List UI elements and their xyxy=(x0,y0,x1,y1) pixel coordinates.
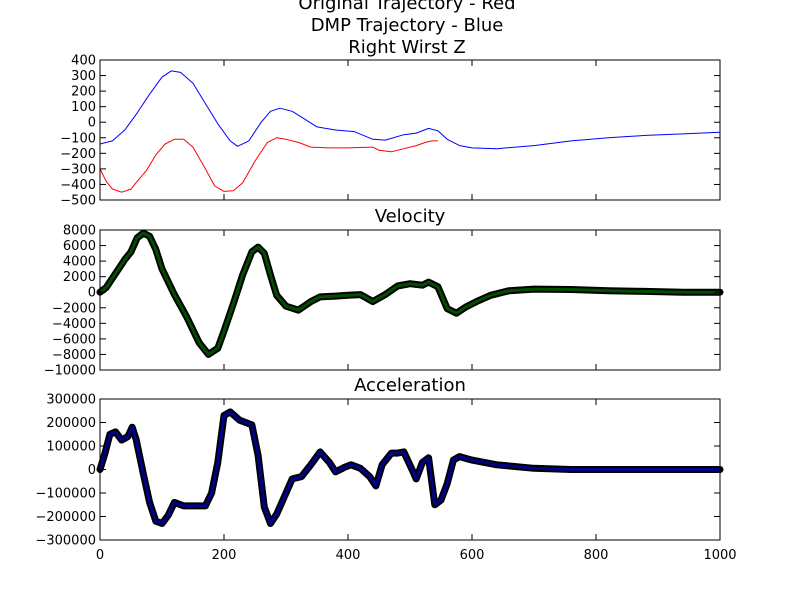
figure-title-line-3: Right Wirst Z xyxy=(348,37,465,58)
ytick-label-2-4: −100000 xyxy=(35,487,96,502)
series-1-0-markers xyxy=(96,229,724,358)
ytick-label-1-6: −4000 xyxy=(52,317,96,332)
velocity-title: Velocity xyxy=(375,206,446,227)
figure-title-line-2: DMP Trajectory - Blue xyxy=(311,15,504,36)
xtick-label-2-2: 400 xyxy=(336,548,361,563)
xtick-label-2-1: 200 xyxy=(212,548,237,563)
axes-frame-1 xyxy=(99,229,721,371)
ytick-label-0-9: −500 xyxy=(60,194,96,209)
ytick-label-2-3: 0 xyxy=(88,463,96,478)
ytick-label-0-6: −200 xyxy=(60,147,96,162)
acceleration-title: Acceleration xyxy=(354,375,466,396)
ytick-label-1-8: −8000 xyxy=(52,348,96,363)
ytick-label-2-2: 100000 xyxy=(46,440,96,455)
ytick-label-1-9: −10000 xyxy=(44,364,96,379)
ytick-label-0-2: 200 xyxy=(71,85,96,100)
ytick-label-1-4: 0 xyxy=(88,286,96,301)
velocity-plot: Velocity 80006000400020000−2000−4000−6000… xyxy=(44,206,724,379)
ytick-label-1-5: −2000 xyxy=(52,301,96,316)
ytick-label-1-2: 4000 xyxy=(63,255,96,270)
ytick-label-0-4: 0 xyxy=(88,116,96,131)
ytick-label-1-0: 8000 xyxy=(63,224,96,239)
ytick-label-0-0: 400 xyxy=(71,54,96,69)
ytick-label-1-7: −6000 xyxy=(52,332,96,347)
series-1-0-line xyxy=(99,231,720,356)
ytick-label-2-6: −300000 xyxy=(35,534,96,549)
ytick-label-1-3: 2000 xyxy=(63,270,96,285)
ytick-label-2-0: 300000 xyxy=(46,393,96,408)
xtick-label-2-5: 1000 xyxy=(703,548,736,563)
ytick-label-0-3: 100 xyxy=(71,100,96,115)
series-0-1-line xyxy=(99,137,438,193)
ytick-label-0-1: 300 xyxy=(71,69,96,84)
ytick-label-2-1: 200000 xyxy=(46,416,96,431)
axes-frame-0 xyxy=(99,59,721,201)
acceleration-plot: Acceleration 300000 200000 100000 0 −100000 −2… xyxy=(35,375,736,563)
ytick-label-1-1: 6000 xyxy=(63,239,96,254)
xtick-label-2-0: 0 xyxy=(96,548,104,563)
ytick-label-0-5: −100 xyxy=(60,131,96,146)
xtick-label-2-3: 600 xyxy=(460,548,485,563)
figure-title-line-1: Original Trajectory - Red xyxy=(298,0,515,14)
series-0-0-line xyxy=(99,70,721,150)
ytick-label-0-7: −300 xyxy=(60,162,96,177)
ytick-label-0-8: −400 xyxy=(60,178,96,193)
series-2-0-line xyxy=(98,410,720,525)
ytick-label-2-5: −200000 xyxy=(35,510,96,525)
xtick-label-2-4: 800 xyxy=(584,548,609,563)
